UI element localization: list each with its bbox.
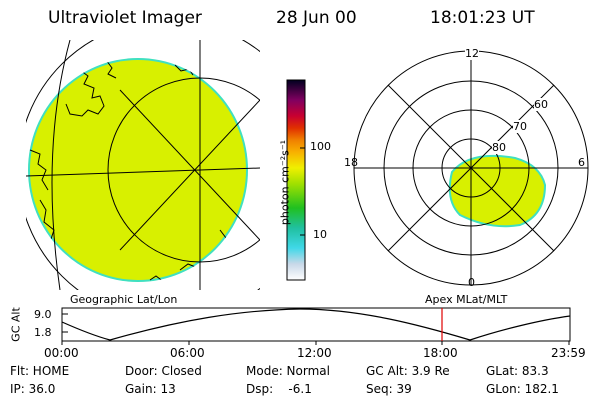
colorbar-gradient [286, 79, 306, 281]
mode-info: Mode: Normal [246, 364, 330, 378]
polar-diag [387, 84, 555, 252]
x-tick-label: 12:00 [297, 346, 332, 360]
instrument-title: Ultraviolet Imager [48, 8, 202, 28]
apex-label: Apex MLat/MLT [425, 293, 508, 306]
mlt-label-6: 6 [578, 156, 585, 169]
colorbar-unit-label: photon cm⁻²s⁻¹ [278, 139, 292, 226]
altitude-frame [61, 307, 571, 342]
y-tick-label: 9.0 [34, 308, 52, 321]
colorbar [286, 79, 306, 281]
x-tick-label: 00:00 [44, 346, 79, 360]
auroral-oval [448, 154, 547, 228]
glat-info: GLat: 83.3 [486, 364, 549, 378]
colorbar-tick-label: 100 [310, 140, 331, 153]
dsp-info: Dsp: -6.1 [246, 382, 312, 396]
meridian-line [51, 40, 71, 290]
door-info: Door: Closed [125, 364, 202, 378]
seq-info: Seq: 39 [366, 382, 412, 396]
x-tick-label: 18:00 [423, 346, 458, 360]
lat-label-80: 80 [492, 141, 506, 154]
mlt-label-12: 12 [465, 47, 479, 60]
lat-label-60: 60 [534, 98, 548, 111]
geographic-image [26, 40, 260, 290]
altitude-axis-label: GC Alt [9, 307, 23, 342]
lat-label-70: 70 [513, 120, 527, 133]
geographic-label: Geographic Lat/Lon [70, 293, 178, 306]
ip-info: IP: 36.0 [10, 382, 56, 396]
gc-alt-info: GC Alt: 3.9 Re [366, 364, 450, 378]
time-label: 18:01:23 UT [430, 8, 535, 28]
date-label: 28 Jun 00 [276, 8, 357, 28]
mlt-label-0: 0 [468, 276, 475, 289]
x-tick-label: 23:59 [551, 346, 586, 360]
x-tick-label: 06:00 [170, 346, 205, 360]
mlt-label-18: 18 [344, 156, 358, 169]
altitude-plot [61, 307, 571, 345]
altitude-curve [61, 308, 571, 341]
gain-info: Gain: 13 [125, 382, 176, 396]
colorbar-tick-label: 10 [313, 228, 327, 241]
meridian-line [119, 89, 260, 241]
meridian-line [119, 99, 260, 251]
y-tick-label: 1.8 [34, 326, 52, 339]
polar-plot [353, 50, 589, 286]
meridian-line [26, 167, 260, 177]
earth-disk [30, 60, 246, 280]
glon-info: GLon: 182.1 [486, 382, 559, 396]
flight-info: Flt: HOME [10, 364, 70, 378]
